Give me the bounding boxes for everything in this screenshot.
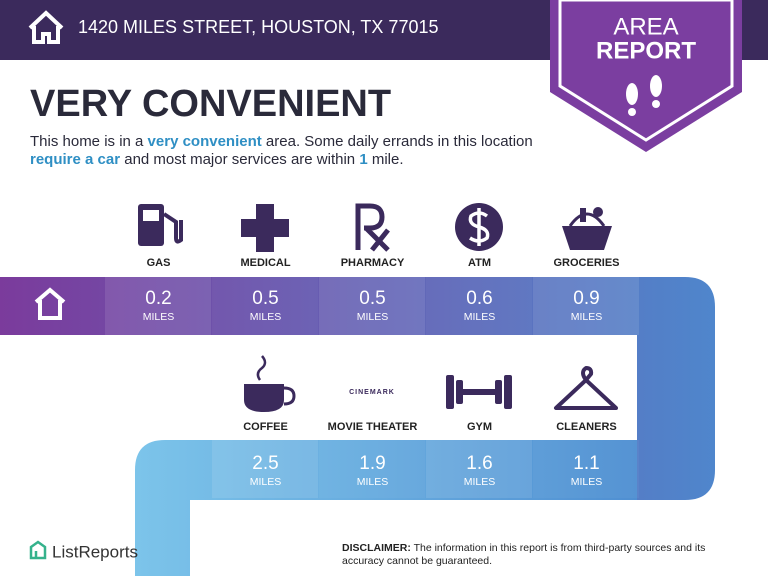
amenity-label: ATM — [468, 257, 491, 269]
cell — [319, 277, 425, 335]
cell — [426, 440, 532, 498]
description: This home is in a very convenient area. … — [30, 133, 550, 169]
distance: 1.1 — [573, 453, 599, 474]
address: 1420 MILES STREET, HOUSTON, TX 77015 — [78, 17, 438, 37]
cell — [426, 277, 532, 335]
amenity-label: COFFEE — [243, 421, 288, 433]
distance-unit: MILES — [571, 476, 603, 488]
distance-unit: MILES — [464, 311, 496, 323]
badge — [550, 0, 742, 152]
distance: 0.9 — [573, 288, 599, 309]
desc-highlight: require a car — [30, 151, 121, 168]
headline: VERY CONVENIENT — [30, 83, 391, 125]
desc-text: This home is in a — [30, 133, 148, 150]
amenity-label: CLEANERS — [556, 421, 617, 433]
brand-logo — [29, 540, 47, 560]
badge-line1: AREA — [613, 13, 678, 40]
distance-unit: MILES — [357, 476, 389, 488]
desc-text: mile. — [367, 151, 404, 168]
icons — [138, 203, 618, 412]
amenity-label: MEDICAL — [240, 257, 290, 269]
cell — [212, 277, 318, 335]
distance-unit: MILES — [357, 311, 389, 323]
movie-logo: CINEMARK — [349, 389, 395, 396]
desc-text: and most major services are within — [120, 151, 360, 168]
distance: 0.5 — [359, 288, 385, 309]
distance: 2.5 — [252, 453, 278, 474]
desc-text: area. Some daily errands in this locatio… — [261, 133, 533, 150]
amenity-label: GAS — [147, 257, 171, 269]
route-band-bottom — [135, 440, 637, 576]
footprints — [626, 75, 662, 116]
route-band-top — [0, 277, 715, 500]
distance: 1.9 — [359, 453, 385, 474]
badge-line2: REPORT — [596, 37, 696, 64]
distance: 0.5 — [252, 288, 278, 309]
distance-unit: MILES — [250, 311, 282, 323]
distance: 0.6 — [466, 288, 492, 309]
cell — [533, 277, 639, 335]
amenity-label: GYM — [467, 421, 492, 433]
amenity-label: GROCERIES — [553, 257, 619, 269]
desc-highlight: very convenient — [147, 133, 262, 150]
disclaimer: DISCLAIMER: The information in this repo… — [342, 542, 742, 568]
desc-highlight: 1 — [359, 151, 368, 168]
cell — [212, 440, 318, 498]
disclaimer-label: DISCLAIMER: — [342, 542, 411, 554]
distance: 0.2 — [145, 288, 171, 309]
home-icon — [34, 287, 66, 320]
disclaimer-text: The information in this report is from t… — [342, 542, 706, 567]
cell — [319, 440, 425, 498]
amenity-label: MOVIE THEATER — [328, 421, 418, 433]
cell — [533, 440, 639, 498]
distance-unit: MILES — [464, 476, 496, 488]
brand: ListReports — [52, 542, 138, 561]
home-icon — [28, 10, 64, 44]
amenity-label: PHARMACY — [341, 257, 405, 269]
distance-unit: MILES — [143, 311, 175, 323]
distance-unit: MILES — [571, 311, 603, 323]
badge-border — [558, 0, 734, 142]
distance-unit: MILES — [250, 476, 282, 488]
distance: 1.6 — [466, 453, 492, 474]
cell — [105, 277, 211, 335]
